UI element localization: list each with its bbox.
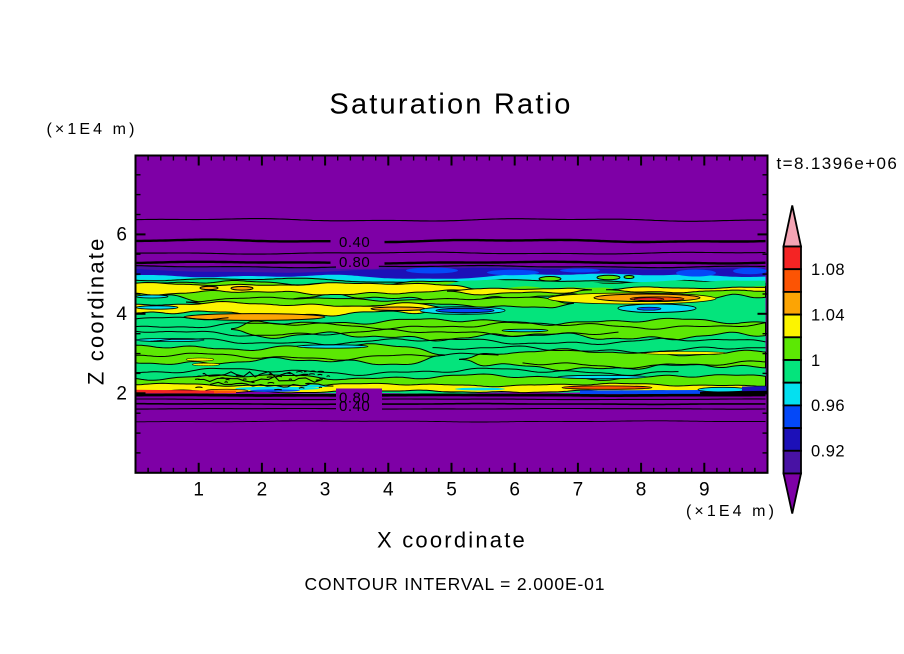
svg-text:0.80: 0.80: [339, 390, 370, 407]
svg-text:3: 3: [320, 480, 331, 501]
svg-text:2: 2: [257, 480, 268, 501]
svg-text:2: 2: [116, 384, 127, 405]
svg-text:1: 1: [811, 352, 821, 370]
svg-text:4: 4: [383, 480, 394, 501]
svg-text:9: 9: [699, 480, 710, 501]
svg-text:0.96: 0.96: [811, 397, 845, 415]
svg-text:0.40: 0.40: [339, 398, 370, 415]
svg-text:4: 4: [116, 304, 127, 325]
svg-text:1: 1: [193, 480, 204, 501]
svg-text:0.40: 0.40: [339, 234, 370, 251]
svg-text:(×1E4 m): (×1E4 m): [47, 121, 138, 138]
svg-text:1.08: 1.08: [811, 261, 845, 279]
svg-text:8: 8: [636, 480, 647, 501]
svg-text:X coordinate: X coordinate: [377, 528, 527, 553]
svg-text:Saturation Ratio: Saturation Ratio: [329, 89, 572, 121]
svg-text:0.92: 0.92: [811, 443, 845, 461]
svg-text:5: 5: [446, 480, 457, 501]
svg-text:0.80: 0.80: [339, 254, 370, 271]
svg-text:6: 6: [509, 480, 520, 501]
svg-text:CONTOUR INTERVAL = 2.000E-01: CONTOUR INTERVAL = 2.000E-01: [305, 574, 606, 594]
svg-text:6: 6: [116, 225, 127, 246]
svg-text:Z coordinate: Z coordinate: [84, 236, 109, 385]
svg-text:7: 7: [573, 480, 584, 501]
svg-text:t=8.1396e+06: t=8.1396e+06: [777, 154, 899, 173]
svg-text:(×1E4 m): (×1E4 m): [686, 503, 777, 520]
svg-text:1.04: 1.04: [811, 306, 845, 324]
